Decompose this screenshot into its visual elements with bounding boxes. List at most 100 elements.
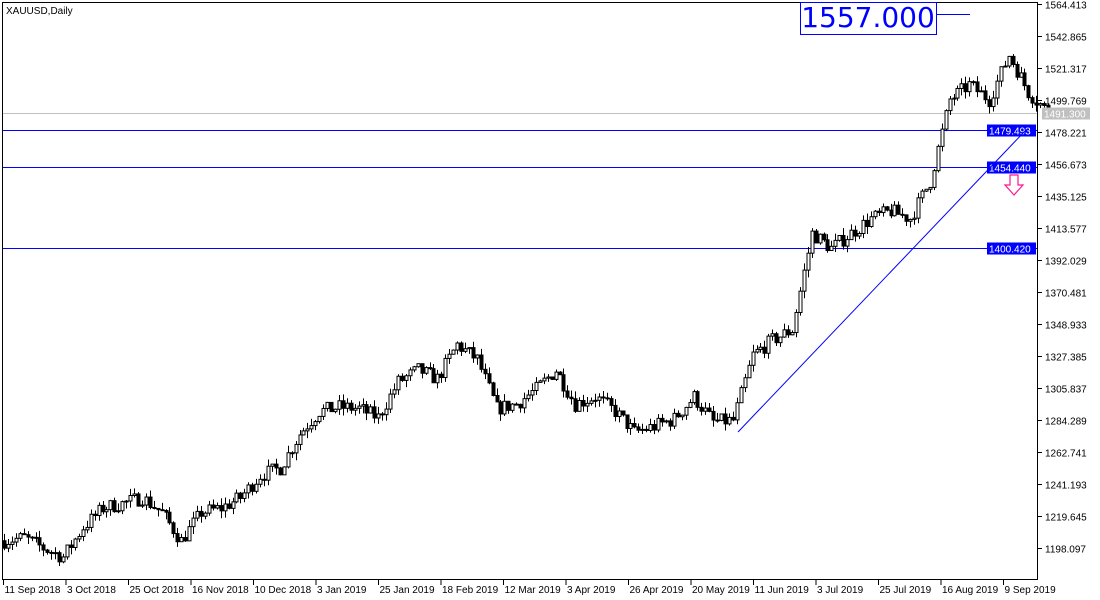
candle-body [857,232,862,237]
candle-body [309,425,314,430]
candle-body [475,354,480,359]
candle-body [983,90,988,101]
candle-body [727,416,732,425]
candle-body [534,381,539,392]
candle-body [707,407,712,412]
candle-body [491,382,496,396]
candle-body [849,229,854,241]
candle-body [770,333,775,337]
candle-body [41,544,46,551]
candle-body [294,443,299,454]
candle-body [920,190,925,199]
candle-body [298,434,303,445]
candle-body [778,336,783,344]
y-tick-label: 1521.317 [1045,65,1087,76]
y-tick-label: 1542.865 [1045,33,1087,44]
candle-body [45,549,50,553]
candle-body [979,90,984,93]
candle-body [703,407,708,412]
candle-body [885,206,890,211]
candle-body [719,413,724,421]
candle-body [825,239,830,252]
y-tick-label: 1241.193 [1045,481,1087,492]
x-tick-label: 25 Oct 2018 [130,585,185,596]
candle-body [353,407,358,411]
candle-body [613,404,618,418]
candle-body [372,406,377,419]
candle-body [400,375,405,381]
candle-body [668,420,673,427]
candle-body [73,538,78,548]
plot-frame [2,2,1038,580]
y-tick-label: 1413.577 [1045,225,1087,236]
candle-body [376,413,381,419]
candle-body [266,465,271,481]
candle-body [368,406,373,414]
candle-body [487,373,492,384]
candle-body [912,217,917,220]
y-tick-label: 1284.289 [1045,417,1087,428]
candle-body [542,377,547,382]
candle-body [93,513,98,517]
candle-body [439,373,444,379]
trendline[interactable] [737,130,1026,433]
candle-body [502,400,507,415]
candle-body [81,529,86,538]
candle-body [262,478,267,481]
candle-body [593,399,598,402]
candle-body [735,402,740,421]
candle-body [806,252,811,271]
x-tick-label: 16 Aug 2019 [942,585,999,596]
candle-body [463,348,468,352]
candle-body [14,537,19,543]
candle-body [605,397,610,400]
candle-body [861,219,866,234]
candle-body [581,399,586,407]
candle-body [526,394,531,400]
x-tick-label: 25 Jul 2019 [880,585,932,596]
candle-body [451,349,456,355]
candle-body [85,526,90,531]
candle-body [1003,65,1008,68]
y-tick-label: 1327.385 [1045,353,1087,364]
candle-body [140,504,145,507]
candle-body [865,219,870,228]
candle-body [357,405,362,409]
down-arrow-icon[interactable] [1003,174,1025,196]
candle-body [231,501,236,509]
candle-body [384,408,389,416]
x-tick-label: 18 Feb 2019 [442,585,499,596]
candle-body [258,478,263,485]
candle-body [1034,102,1039,106]
candle-body [317,415,322,423]
candle-body [69,544,74,548]
level-badge-text: 1479.493 [989,127,1031,138]
candle-body [18,533,23,539]
candle-body [104,509,109,513]
candle-body [967,81,972,93]
candle-body [565,390,570,398]
candle-body [648,424,653,431]
candle-body [601,396,606,399]
candle-body [640,428,645,431]
candle-body [1030,97,1035,104]
candle-body [459,342,464,352]
candle-body [483,368,488,375]
candle-body [711,410,716,421]
price-label-box[interactable]: 1557.000 [800,1,971,35]
level-badge [987,242,1036,255]
candle-body [877,210,882,214]
candle-body [250,484,255,492]
candle-body [715,419,720,422]
candle-body [286,452,291,468]
candle-body [636,426,641,431]
candle-body [762,346,767,354]
candle-body [152,506,157,509]
candle-body [900,213,905,216]
candle-body [940,128,945,147]
candle-body [404,375,409,381]
candle-body [175,533,180,543]
candle-body [751,351,756,366]
candle-body [971,81,976,84]
